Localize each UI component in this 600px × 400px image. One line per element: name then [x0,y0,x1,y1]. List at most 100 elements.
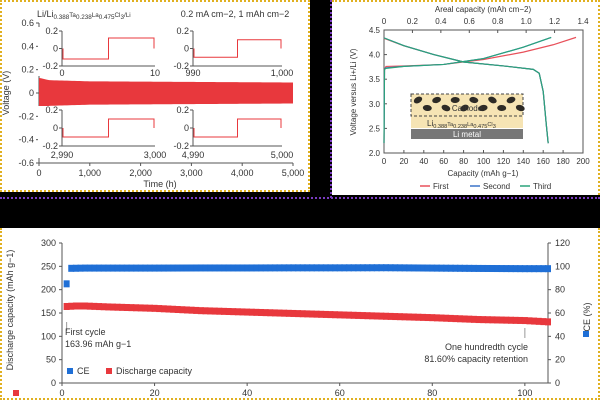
ce-point [392,264,399,272]
ce-point [350,264,357,272]
capacity-point [327,311,334,319]
capacity-point [221,307,227,315]
capacity-point [387,312,394,320]
y-tick-label: 150 [41,308,56,318]
capacity-point [429,314,436,322]
capacity-point [271,309,278,317]
particle [478,104,488,112]
capacity-point [248,308,255,316]
inset-x-tick-label: 990 [185,68,200,78]
inset-y-tick-label: 0.2 [176,26,189,36]
capacity-point [531,317,538,325]
capacity-point [258,308,265,316]
x2-tick-label: 0.8 [492,17,504,26]
ce-point [100,264,107,272]
y-tick-label: 50 [46,355,56,365]
ce-point [290,264,297,272]
y2-tick-label: 20 [555,355,565,365]
x-tick-label: 100 [517,388,532,398]
capacity-point [480,316,487,324]
capacity-point [267,309,274,317]
ce-point [373,264,380,272]
capacity-point [86,302,93,310]
capacity-point [420,313,427,321]
capacity-point [318,310,325,318]
y-tick-label: 200 [41,285,56,295]
ce-point [119,264,126,272]
inset-y-tick-label: 0.2 [176,105,189,115]
capacity-point [193,306,200,314]
inset-x-tick-label: 2,990 [51,150,74,160]
ce-point [146,264,153,272]
y-tick-label: 0.4 [21,41,34,51]
x2-tick-label: 1.2 [549,17,561,26]
x-tick-label: 2,000 [129,168,152,178]
capacity-point [364,312,371,320]
x-tick-label: 200 [576,157,590,166]
particle [506,96,516,104]
ce-point [507,265,514,273]
particle [497,104,507,112]
ce-point [299,264,306,272]
x-tick-label: 0 [59,388,64,398]
third-discharge-curve [383,37,549,144]
capacity-point [401,313,408,321]
ce-point [308,264,315,272]
ce-point [156,264,163,272]
x-tick-label: 4,000 [231,168,254,178]
capacity-point [392,313,399,321]
ce-point [480,264,487,272]
capacity-point [170,305,177,313]
y-tick-label: 4.5 [369,26,381,35]
y-tick-label: 3.5 [369,75,381,84]
annotation-hundredth-cycle: One hundredth cycle [445,342,528,352]
ce-point [179,264,186,272]
legend-label: Discharge capacity [116,366,193,376]
capacity-point [285,309,292,317]
particle [488,96,497,104]
ce-point [498,265,505,273]
ce-point [225,264,232,272]
capacity-point [517,316,524,324]
capacity-point [105,303,112,311]
inset-voltage-trace [193,118,282,138]
capacity-point [341,311,348,319]
ce-point [68,264,75,272]
ce-point [193,264,200,272]
capacity-point [308,310,315,318]
ce-point [433,264,440,272]
y-tick-label: 0.6 [21,18,34,28]
capacity-point [457,315,464,323]
x2-tick-label: 0.6 [464,17,476,26]
x-tick-label: 1,000 [79,168,102,178]
ce-point [387,264,394,272]
y-tick-label: -0.6 [18,158,34,168]
ce-point [452,264,459,272]
ce-point [174,264,181,272]
capacity-point [211,307,218,315]
ce-point [503,265,510,273]
ce-point [160,264,167,272]
ce-point [531,265,538,273]
ce-point [470,264,477,272]
x-tick-label: 20 [150,388,160,398]
inset-x-tick-label: 1,000 [271,68,294,78]
ce-point [438,264,445,272]
ce-point [239,264,246,272]
capacity-point [484,316,491,324]
ce-point [281,264,288,272]
y-tick-label: 0.2 [21,65,34,75]
ce-point [313,264,320,272]
x-axis-label: Capacity (mAh g−1) [448,169,519,178]
inset-x-tick-label: 5,000 [271,150,294,160]
x-tick-label: 140 [517,157,531,166]
capacity-point [447,314,454,322]
ce-point [216,264,223,272]
electrolyte-label: Li0.388Ta0.238La0.475Cl3 [427,119,496,130]
capacity-point [234,308,241,316]
li-metal-label: Li metal [453,130,481,139]
capacity-point [332,311,339,319]
inset-y-tick-label: 0 [184,44,189,54]
capacity-point [424,314,431,322]
